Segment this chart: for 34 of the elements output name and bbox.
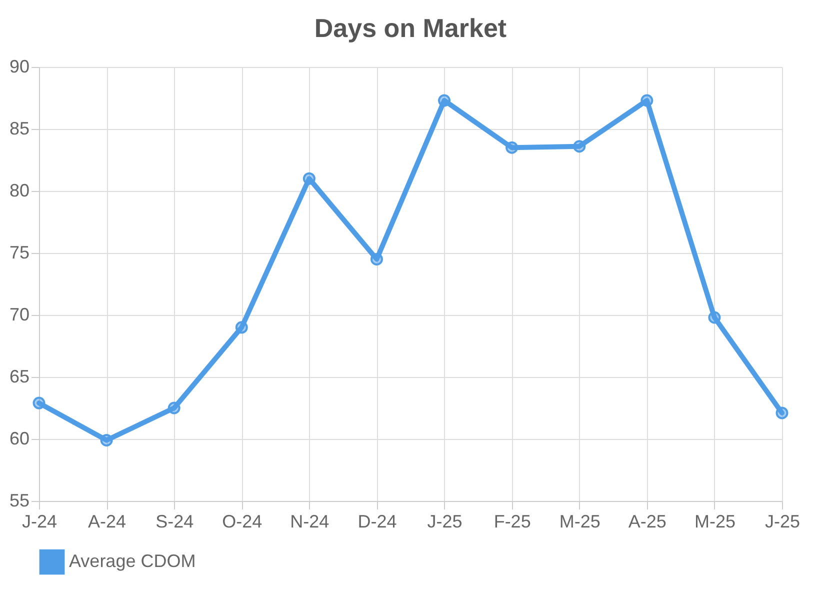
y-tick-label: 70 (9, 304, 30, 324)
point (168, 402, 180, 414)
y-tick-label: 60 (9, 428, 30, 448)
y-tick-label: 80 (9, 180, 30, 200)
x-tick-label: J-25 (764, 512, 800, 532)
point (573, 140, 586, 153)
x-tick-label: N-24 (290, 512, 330, 532)
point (302, 172, 316, 185)
x-tick-label: S-24 (156, 512, 194, 532)
point (708, 311, 721, 324)
x-tick-label: M-25 (694, 512, 736, 532)
x-tick-label: D-24 (358, 512, 397, 532)
x-tick-label: O-24 (222, 512, 262, 532)
point (506, 141, 518, 154)
y-tick-label: 65 (9, 366, 30, 386)
point (776, 406, 788, 420)
y-tick-label: 75 (9, 242, 30, 262)
chart-title: Days on Market (314, 13, 507, 43)
x-tick-label: F-25 (494, 512, 531, 532)
point (100, 434, 113, 446)
y-tick-label: 85 (9, 118, 30, 138)
x-tick-label: M-25 (559, 512, 600, 532)
y-tick-label: 55 (9, 490, 30, 510)
x-tick-label: A-25 (628, 512, 666, 532)
x-tick-label: J-24 (22, 512, 58, 532)
point (370, 252, 383, 266)
y-tick-label: 90 (9, 56, 30, 76)
point (235, 321, 248, 334)
x-tick-label: J-25 (427, 512, 462, 532)
legend-label: Average CDOM (69, 551, 196, 571)
x-tick-label: A-24 (88, 512, 126, 532)
point (640, 94, 654, 107)
point (438, 94, 451, 107)
point (32, 396, 46, 410)
